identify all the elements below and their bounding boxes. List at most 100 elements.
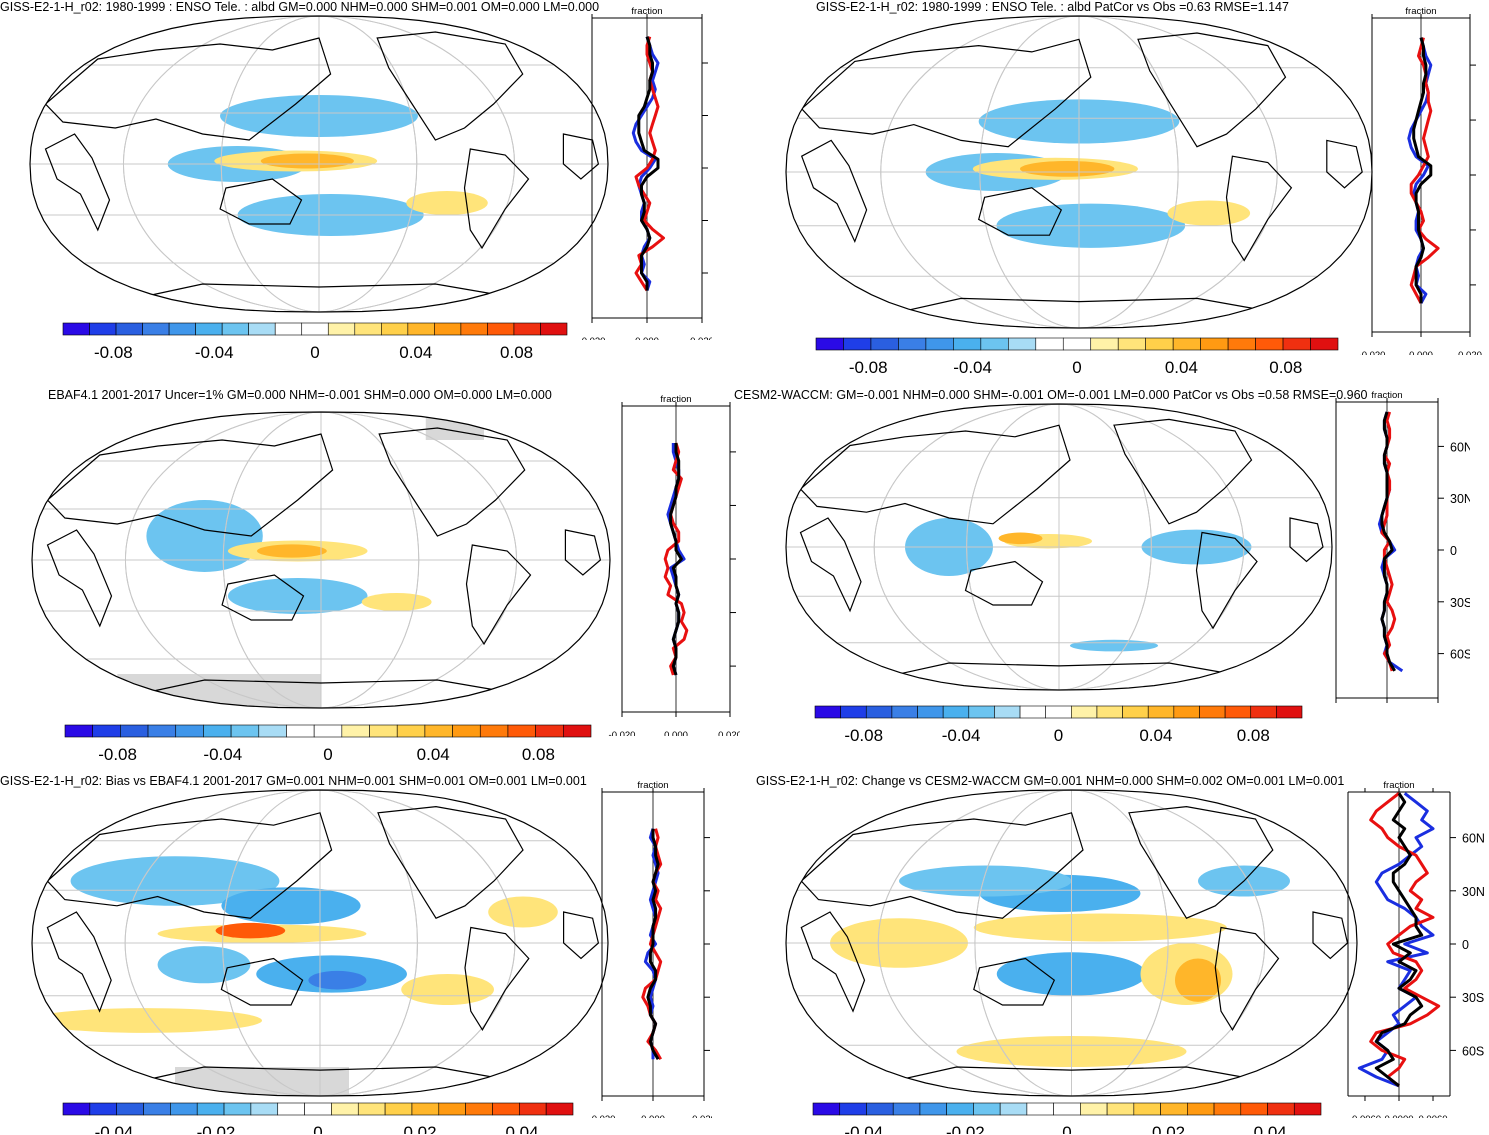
map-field	[786, 16, 1372, 328]
colorbar-swatch	[1282, 337, 1311, 351]
missing-data-mask	[175, 1067, 349, 1096]
panel-model-enso: GISS-E2-1-H_r02: 1980-1999 : ENSO Tele. …	[0, 0, 720, 370]
colorbar-swatch	[64, 724, 93, 738]
colorbar-swatch	[381, 322, 409, 336]
colorbar-swatch	[891, 705, 918, 719]
unit-label: fraction	[1405, 6, 1436, 17]
colorbar-swatch	[143, 1102, 171, 1116]
colorbar-swatch	[248, 322, 276, 336]
colorbar-swatch	[942, 705, 970, 719]
colorbar-label: -0.08	[94, 343, 133, 362]
colorbar-swatch	[1310, 337, 1339, 351]
colorbar-swatch	[1026, 1102, 1054, 1116]
coastline	[977, 187, 1063, 236]
map-border	[31, 411, 611, 709]
coastlines	[46, 805, 600, 1084]
anomaly-patch	[406, 191, 488, 215]
coastline	[887, 1066, 1256, 1084]
colorbar-swatch	[357, 1102, 386, 1116]
x-tick-label: 0.000	[641, 1114, 665, 1118]
profile-line-difference	[637, 36, 660, 291]
map-plot	[785, 15, 1373, 329]
colorbar-swatch	[1267, 1102, 1295, 1116]
colorbar-swatch	[865, 705, 893, 719]
colorbar-label: 0	[323, 745, 332, 764]
x-tick-label: 0.020	[1458, 350, 1482, 355]
panel-model-patcor: GISS-E2-1-H_r02: 1980-1999 : ENSO Tele. …	[760, 0, 1489, 385]
colorbar-swatch	[1045, 705, 1072, 719]
panel-title: GISS-E2-1-H_r02: 1980-1999 : ENSO Tele. …	[816, 0, 1289, 14]
colorbar-label: 0.08	[500, 343, 533, 362]
colorbar-swatch	[434, 322, 462, 336]
colorbar-swatch	[1053, 1102, 1081, 1116]
coastline	[44, 133, 111, 232]
colorbar-swatch	[925, 337, 954, 351]
colorbar-swatch	[1199, 705, 1226, 719]
colorbar-swatch	[1145, 337, 1174, 351]
colorbar-label: -0.08	[849, 358, 888, 377]
colorbar-swatch	[1293, 1102, 1322, 1116]
x-tick-label: -0.020	[609, 730, 636, 736]
colorbar-swatch	[115, 322, 143, 336]
colorbar-swatch	[563, 724, 592, 738]
panel-title: EBAF4.1 2001-2017 Uncer=1% GM=0.000 NHM=…	[48, 388, 552, 402]
colorbar-swatch	[479, 724, 509, 738]
colorbar-label: 0	[1062, 1123, 1071, 1134]
coastline	[799, 517, 862, 613]
colorbar-swatch	[1187, 1102, 1215, 1116]
coastline	[134, 1066, 506, 1084]
anomaly-patch	[1167, 200, 1251, 226]
coastline	[219, 178, 303, 225]
unit-label: fraction	[1383, 780, 1414, 791]
profile-line-model	[1357, 792, 1435, 1088]
colorbar-label: -0.04	[95, 1123, 134, 1134]
coastline	[46, 433, 334, 537]
coastline	[562, 133, 600, 180]
colorbar-swatch	[1133, 1102, 1161, 1116]
colorbar-swatch	[89, 1102, 117, 1116]
zonal-profile: fraction -0.020 0.000 0.020	[1360, 6, 1482, 355]
colorbar-label: -0.08	[98, 745, 137, 764]
colorbar-swatch	[274, 322, 303, 336]
anomaly-patch	[973, 913, 1227, 942]
coastline	[1113, 418, 1253, 525]
anomaly-patch	[227, 578, 368, 614]
anomaly-patch	[157, 946, 251, 984]
coastline	[800, 38, 1092, 148]
panel-obs-ebaf: EBAF4.1 2001-2017 Uncer=1% GM=0.000 NHM=…	[0, 388, 740, 768]
colorbar-swatch	[142, 322, 170, 336]
coastline	[800, 812, 1084, 919]
colorbar-swatch	[384, 1102, 413, 1116]
colorbar-swatch	[953, 337, 982, 351]
coastline	[46, 812, 333, 919]
y-tick-label: 0	[1450, 544, 1457, 558]
map-border	[785, 789, 1358, 1097]
y-tick-label: 0	[1462, 938, 1469, 952]
profile-line-obs	[1409, 37, 1440, 304]
coastline	[134, 679, 508, 696]
coastlines	[44, 31, 600, 300]
coastline	[890, 297, 1268, 315]
anomaly-patch	[488, 896, 558, 928]
coastline	[1128, 805, 1274, 919]
profile-line-obs	[663, 442, 689, 676]
x-tick-label: -0.020	[590, 1114, 615, 1118]
colorbar-swatch	[277, 1102, 305, 1116]
colorbar-swatch	[980, 337, 1009, 351]
colorbar-swatch	[513, 322, 541, 336]
anomaly-patch	[215, 922, 286, 939]
colorbar-swatch	[168, 322, 196, 336]
y-tick-label: 30S	[1462, 991, 1484, 1005]
colorbar-label: 0.04	[1165, 358, 1198, 377]
anomaly-patch	[260, 153, 354, 169]
colorbar-swatch	[870, 337, 899, 351]
colorbar-label: -0.04	[844, 1123, 883, 1134]
y-tick-label: 30N	[1462, 885, 1485, 899]
anomaly-patch	[1175, 958, 1221, 1002]
colorbar-swatch	[1160, 1102, 1188, 1116]
